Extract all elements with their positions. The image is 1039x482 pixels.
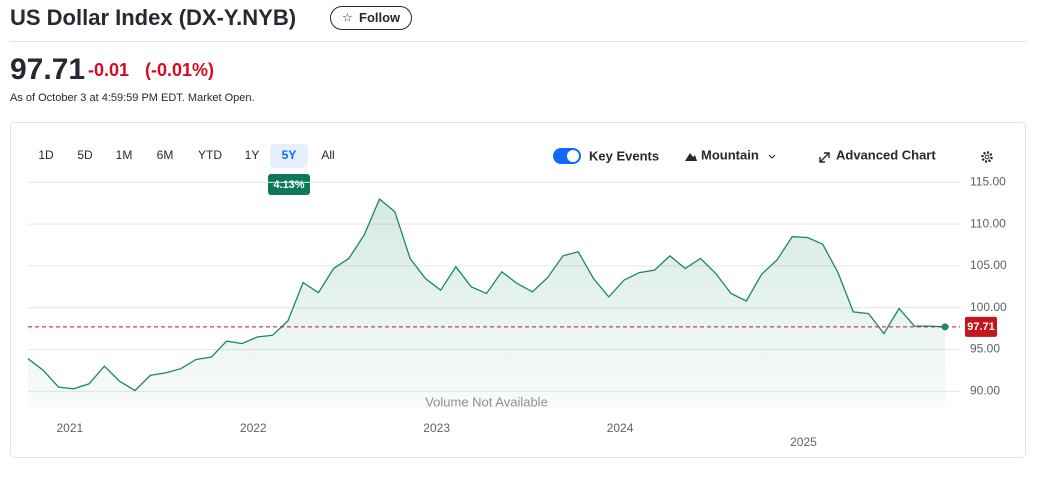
settings-hub	[984, 154, 990, 160]
chart-style[interactable]: Mountain	[701, 147, 759, 162]
expand-icon	[819, 152, 830, 163]
x-tick-label: 2024	[607, 421, 634, 435]
range-tab[interactable]: 5Y	[282, 148, 297, 162]
range-tab[interactable]: YTD	[198, 148, 222, 162]
y-tick-label: 115.00	[970, 175, 1006, 189]
x-tick-label: 2022	[240, 421, 267, 435]
y-tick-label: 105.00	[970, 258, 1007, 272]
area-fill	[28, 199, 945, 408]
plot: 90.00 95.00 100.00 105.00 110.00 115.00 2021 20…	[27, 175, 1007, 449]
toggle-knob	[567, 150, 579, 162]
range-selected-bg	[270, 144, 308, 168]
range-tabs: 1D 5D 1M 6M YTD 1Y 4.13% 5Y All	[38, 144, 335, 195]
range-tab[interactable]: 1Y	[245, 148, 260, 162]
x-tick-label: 2023	[423, 421, 450, 435]
mountain-icon	[685, 153, 697, 161]
as-of: As of October 3 at 4:59:59 PM EDT. Marke…	[10, 92, 255, 104]
y-tick-label: 90.00	[970, 383, 1000, 397]
change: -0.01	[88, 60, 129, 80]
return-value: 4.13%	[273, 179, 304, 191]
y-tick-label: 110.00	[970, 216, 1006, 230]
quote-title: US Dollar Index (DX-Y.NYB)	[10, 5, 296, 30]
follow-label: Follow	[359, 10, 401, 25]
range-tab[interactable]: 1M	[116, 148, 133, 162]
range-tab[interactable]: 6M	[157, 148, 174, 162]
x-tick-label: 2021	[56, 421, 83, 435]
key-events-label: Key Events	[589, 148, 659, 163]
star-icon: ☆	[342, 11, 353, 25]
y-tick-label: 100.00	[970, 300, 1007, 314]
change-percent: (-0.01%)	[145, 60, 214, 80]
last-point	[941, 323, 949, 331]
x-tick-label: 2025	[790, 435, 817, 449]
range-tab[interactable]: 5D	[77, 148, 93, 162]
advanced-chart[interactable]: Advanced Chart	[836, 147, 936, 162]
return-badge	[268, 174, 310, 195]
follow-button[interactable]	[330, 6, 412, 30]
price: 97.71	[10, 53, 85, 86]
y-tick-label: 95.00	[970, 342, 1000, 356]
range-tab[interactable]: 1D	[38, 148, 54, 162]
settings-icon[interactable]	[981, 151, 993, 163]
reference-badge	[965, 316, 997, 337]
price-line	[27, 198, 946, 392]
range-tab[interactable]: All	[321, 148, 334, 162]
reference-label: 97.71	[967, 321, 995, 333]
chevron	[768, 154, 776, 159]
volume-note: Volume Not Available	[425, 394, 548, 409]
